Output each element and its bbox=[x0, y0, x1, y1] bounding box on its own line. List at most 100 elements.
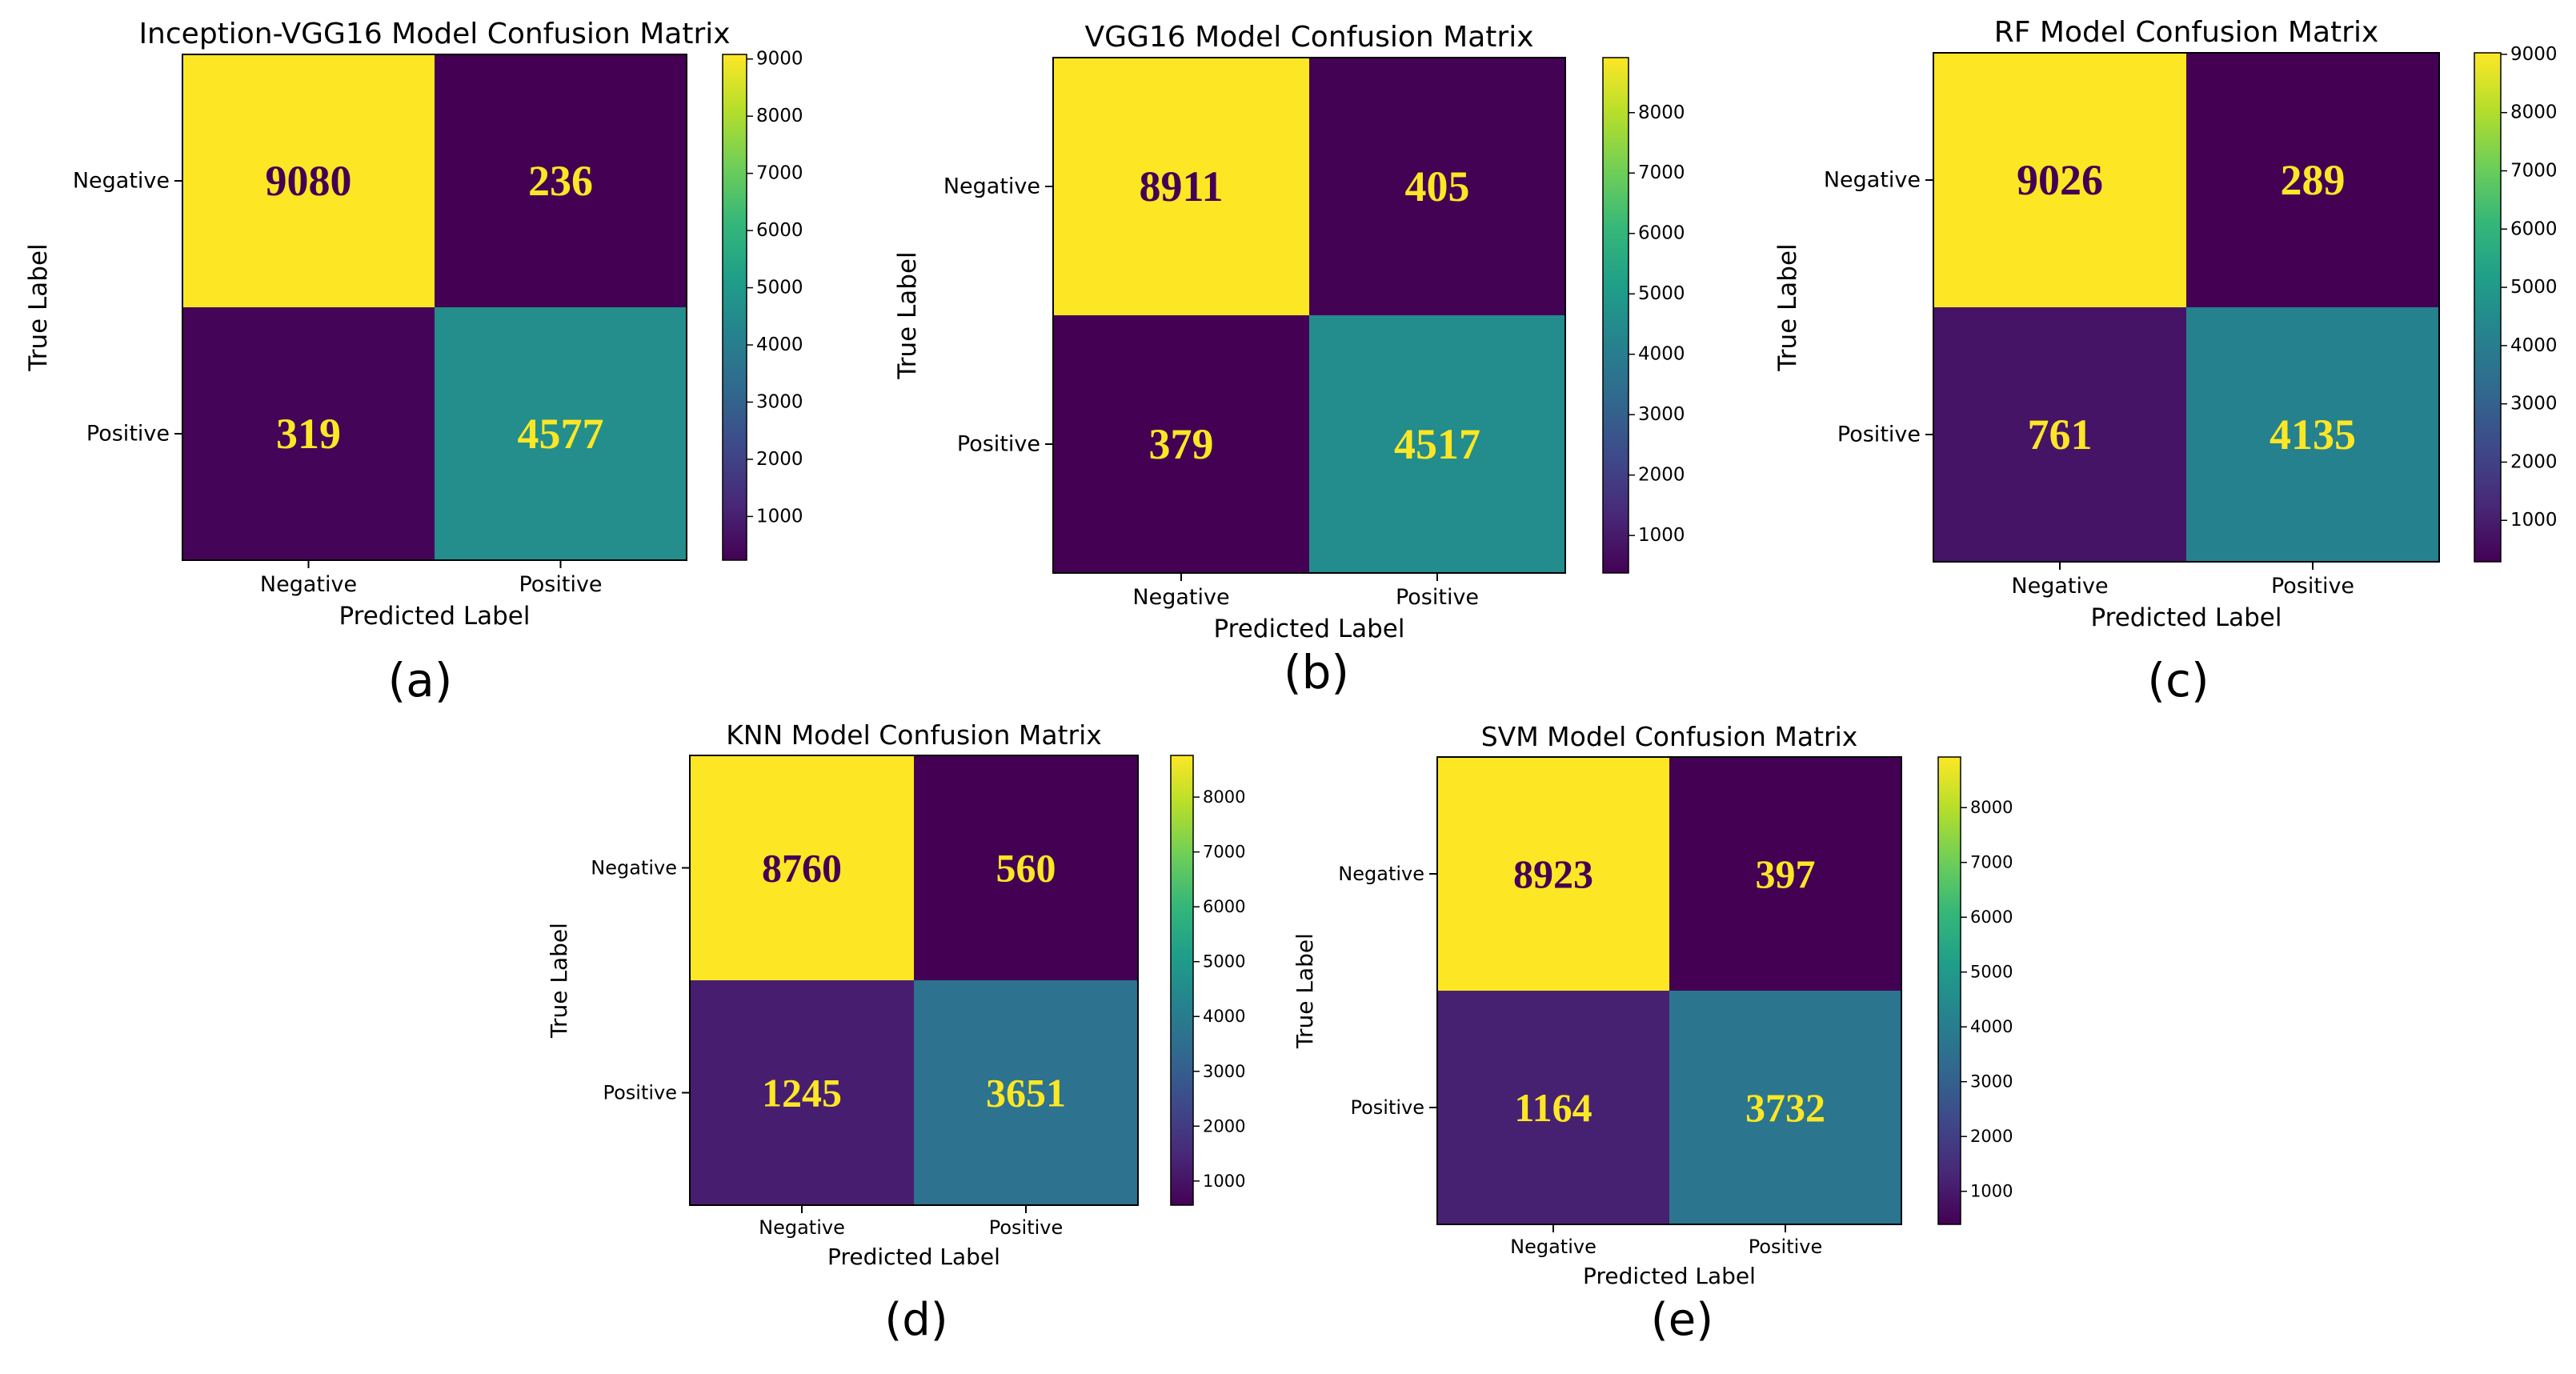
colorbar-tick-label: 5000 bbox=[1638, 283, 1685, 304]
colorbar-tick-label: 5000 bbox=[1970, 963, 2013, 982]
cell-value-label: 1164 bbox=[1514, 1085, 1592, 1130]
panel-label: (a) bbox=[388, 653, 453, 707]
y-axis-label: True Label bbox=[1773, 243, 1802, 371]
cell-value-label: 560 bbox=[996, 846, 1056, 891]
y-tick-label: Negative bbox=[1338, 863, 1424, 885]
matrix-cell bbox=[1309, 315, 1565, 573]
y-tick-label: Negative bbox=[73, 169, 170, 194]
cell-value-label: 9026 bbox=[2017, 156, 2103, 204]
matrix-cell bbox=[1053, 58, 1309, 315]
colorbar-tick-label: 4000 bbox=[1203, 1007, 1245, 1026]
matrix-frame bbox=[689, 755, 1139, 1206]
cell-value-label: 1245 bbox=[762, 1071, 842, 1116]
matrix-cell bbox=[1933, 53, 2186, 307]
cell-value-label: 397 bbox=[1756, 851, 1816, 896]
y-tick-label: Positive bbox=[603, 1082, 677, 1104]
matrix-cell bbox=[2186, 53, 2439, 307]
x-tick-label: Positive bbox=[2271, 574, 2354, 599]
colorbar bbox=[1170, 755, 1194, 1206]
y-axis-label: True Label bbox=[546, 923, 572, 1039]
cell-value-label: 3651 bbox=[986, 1071, 1066, 1116]
colorbar-tick-label: 3000 bbox=[2510, 394, 2558, 415]
colorbar-tick-label: 9000 bbox=[2510, 44, 2558, 65]
matrix-cell bbox=[914, 755, 1138, 980]
panel-label: (e) bbox=[1651, 1294, 1713, 1346]
colorbar-tick-label: 8000 bbox=[756, 106, 803, 126]
panel-label: (c) bbox=[2147, 653, 2209, 707]
colorbar-tick-label: 3000 bbox=[1970, 1072, 2013, 1092]
matrix-frame bbox=[1436, 756, 1902, 1225]
x-tick-label: Negative bbox=[1132, 585, 1229, 610]
chart-title: Inception-VGG16 Model Confusion Matrix bbox=[138, 18, 730, 50]
colorbar-tick-label: 9000 bbox=[756, 49, 803, 70]
colorbar-tick-label: 7000 bbox=[1970, 853, 2013, 872]
matrix-cell bbox=[690, 980, 914, 1205]
x-tick-label: Positive bbox=[519, 572, 602, 597]
x-tick-label: Positive bbox=[989, 1216, 1064, 1239]
colorbar-tick-label: 6000 bbox=[1970, 907, 2013, 927]
colorbar-tick-label: 1000 bbox=[756, 506, 803, 527]
matrix-cell bbox=[2186, 307, 2439, 562]
matrix-frame bbox=[1052, 57, 1566, 574]
cell-value-label: 319 bbox=[276, 410, 341, 458]
colorbar-tick-label: 2000 bbox=[1970, 1127, 2013, 1146]
chart-title: VGG16 Model Confusion Matrix bbox=[1084, 21, 1533, 54]
colorbar-tick-label: 1000 bbox=[2510, 510, 2558, 531]
cell-value-label: 4135 bbox=[2270, 411, 2356, 459]
colorbar-tick-label: 6000 bbox=[2510, 218, 2558, 239]
matrix-cell bbox=[1669, 991, 1901, 1224]
cell-value-label: 236 bbox=[528, 157, 593, 205]
y-tick-label: Negative bbox=[591, 857, 677, 879]
y-tick-label: Positive bbox=[1837, 423, 1921, 447]
matrix-cell bbox=[435, 307, 687, 560]
colorbar-tick-label: 1000 bbox=[1203, 1172, 1245, 1191]
y-tick-label: Negative bbox=[1824, 168, 1921, 193]
chart-title: KNN Model Confusion Matrix bbox=[726, 719, 1102, 751]
colorbar-tick-label: 3000 bbox=[1203, 1062, 1245, 1081]
cell-value-label: 8911 bbox=[1139, 162, 1223, 210]
matrix-cell bbox=[1309, 58, 1565, 315]
y-tick-label: Positive bbox=[86, 422, 170, 447]
cell-value-label: 4517 bbox=[1394, 420, 1480, 468]
y-axis-label: True Label bbox=[24, 243, 53, 371]
colorbar bbox=[2474, 52, 2502, 563]
cell-value-label: 9080 bbox=[266, 157, 352, 205]
colorbar-tick-label: 8000 bbox=[1638, 102, 1685, 123]
colorbar-tick-label: 4000 bbox=[1638, 344, 1685, 365]
matrix-cell bbox=[182, 307, 435, 560]
x-axis-label: Predicted Label bbox=[1583, 1263, 1756, 1289]
colorbar-tick-label: 4000 bbox=[2510, 335, 2558, 356]
colorbar-tick-label: 5000 bbox=[2510, 277, 2558, 298]
matrix-cell bbox=[914, 980, 1138, 1205]
colorbar-tick-label: 8000 bbox=[2510, 102, 2558, 123]
colorbar-tick-label: 3000 bbox=[756, 391, 803, 412]
matrix-cell bbox=[690, 755, 914, 980]
x-axis-label: Predicted Label bbox=[2090, 603, 2282, 632]
chart-title: SVM Model Confusion Matrix bbox=[1481, 721, 1858, 752]
colorbar-tick-label: 4000 bbox=[756, 334, 803, 355]
x-tick-label: Negative bbox=[759, 1216, 845, 1239]
panel-label: (d) bbox=[884, 1294, 947, 1346]
cell-value-label: 289 bbox=[2281, 156, 2346, 204]
colorbar-tick-label: 7000 bbox=[1638, 162, 1685, 183]
x-axis-label: Predicted Label bbox=[339, 602, 530, 631]
colorbar-tick-label: 2000 bbox=[2510, 451, 2558, 472]
colorbar bbox=[722, 54, 747, 561]
x-axis-label: Predicted Label bbox=[827, 1244, 1000, 1270]
cell-value-label: 4577 bbox=[518, 410, 604, 458]
y-tick-label: Negative bbox=[943, 174, 1040, 199]
cell-value-label: 3732 bbox=[1745, 1085, 1825, 1130]
y-axis-label: True Label bbox=[1292, 933, 1318, 1049]
chart-title: RF Model Confusion Matrix bbox=[1994, 16, 2379, 49]
y-axis-label: True Label bbox=[893, 251, 922, 379]
x-tick-label: Negative bbox=[1510, 1236, 1596, 1258]
matrix-cell bbox=[1933, 307, 2186, 562]
colorbar-tick-label: 2000 bbox=[756, 449, 803, 470]
matrix-cell bbox=[1437, 991, 1669, 1224]
